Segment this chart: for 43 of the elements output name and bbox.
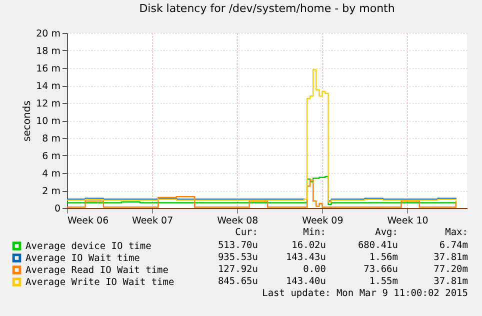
- text: 127.92u: [218, 264, 258, 275]
- text: 1.56m: [369, 252, 398, 263]
- legend-label: Average Read IO Wait time: [26, 265, 169, 276]
- x-tick-label: Week 10: [387, 216, 428, 226]
- x-tick-label: Week 06: [68, 216, 109, 226]
- text: 845.65u: [218, 276, 258, 287]
- legend-label: Average IO Wait time: [26, 253, 140, 264]
- y-tick-label: 2 m: [42, 186, 60, 197]
- y-axis-title: seconds: [22, 100, 34, 142]
- y-tick-label: 14 m: [36, 81, 60, 92]
- x-tick-label: Week 09: [302, 216, 344, 226]
- y-tick-label: 10 m: [36, 116, 60, 127]
- text: Max:: [445, 227, 468, 238]
- y-tick-label: 8 m: [42, 134, 60, 144]
- text: Avg:: [375, 227, 398, 238]
- text: Last update: Mon Mar 9 11:00:02 2015: [262, 288, 468, 299]
- text: 935.53u: [218, 252, 258, 263]
- text: 143.43u: [286, 252, 326, 263]
- text: Min:: [303, 227, 326, 238]
- legend-label: Average device IO time: [26, 241, 152, 252]
- text: 37.81m: [434, 276, 468, 287]
- y-tick-label: 20 m: [36, 28, 60, 40]
- y-tick-label: 0: [54, 204, 60, 214]
- text: 1.55m: [369, 276, 398, 287]
- legend-label: Average Write IO Wait time: [26, 277, 174, 288]
- text: 0.00: [303, 264, 326, 275]
- y-tick-label: 16 m: [36, 64, 60, 74]
- y-tick-label: 12 m: [36, 98, 60, 110]
- text: 73.66u: [364, 264, 398, 275]
- text: 680.41u: [358, 240, 398, 251]
- text: 16.02u: [292, 240, 326, 251]
- text: Cur:: [235, 227, 258, 238]
- chart-title: Disk latency for /dev/system/home - by month: [139, 2, 395, 15]
- x-tick-label: Week 08: [217, 216, 258, 226]
- text: 143.40u: [286, 276, 326, 287]
- x-tick-label: Week 07: [132, 216, 174, 226]
- y-tick-label: 6 m: [42, 151, 60, 162]
- text: 77.20m: [434, 264, 468, 275]
- y-tick-label: 18 m: [36, 46, 60, 57]
- text: 513.70u: [218, 240, 258, 251]
- y-tick-label: 4 m: [42, 168, 60, 180]
- text: 37.81m: [434, 252, 468, 263]
- text: 6.74m: [439, 240, 468, 251]
